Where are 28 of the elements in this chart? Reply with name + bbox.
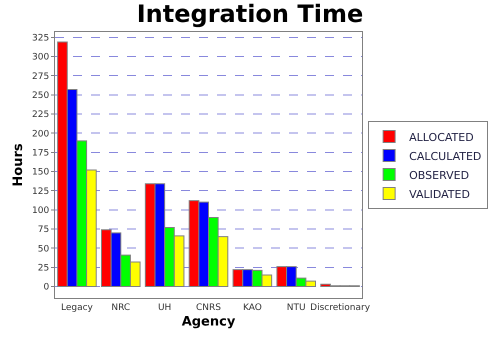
y-tick-label: 125 — [32, 186, 50, 197]
y-tick-label: 200 — [32, 129, 50, 140]
y-tick-label: 150 — [32, 168, 50, 178]
x-tick-label: CNRS — [196, 302, 222, 313]
x-tick-label: UH — [158, 302, 172, 313]
y-tick-label: 75 — [38, 225, 50, 236]
x-tick-label: KAO — [242, 302, 262, 313]
x-tick-label: Legacy — [60, 302, 94, 313]
legend-label: ALLOCATED — [409, 130, 474, 144]
y-tick-label: 225 — [32, 110, 50, 120]
y-tick-label: 100 — [32, 206, 50, 216]
y-tick-label: 275 — [32, 72, 50, 82]
chart-title: Integration Time — [136, 0, 364, 28]
y-tick-label: 25 — [38, 263, 50, 274]
x-axis-title: Agency — [182, 314, 236, 330]
y-tick-label: 250 — [32, 91, 50, 102]
y-tick-label: 0 — [43, 282, 50, 293]
x-tick-label: Discretionary — [310, 302, 371, 313]
legend-label: VALIDATED — [409, 188, 470, 201]
y-tick-label: 325 — [32, 34, 50, 44]
legend-label: OBSERVED — [409, 168, 470, 182]
y-tick-label: 300 — [32, 52, 50, 63]
legend-label: CALCULATED — [409, 150, 482, 163]
x-tick-label: NTU — [286, 302, 306, 313]
y-axis-title: Hours — [10, 143, 26, 187]
y-tick-label: 50 — [38, 244, 50, 254]
y-tick-label: 175 — [32, 148, 50, 158]
x-tick-label: NRC — [111, 302, 130, 313]
